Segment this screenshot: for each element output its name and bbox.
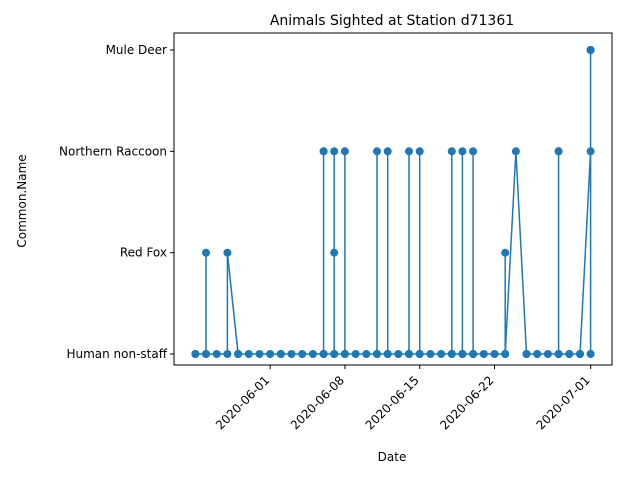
data-point	[415, 350, 424, 358]
y-tick-label: Mule Deer	[106, 43, 167, 57]
data-point	[458, 350, 467, 358]
data-point	[511, 147, 520, 156]
chart-title: Animals Sighted at Station d71361	[270, 13, 514, 29]
data-point	[426, 350, 435, 358]
axes	[173, 32, 613, 366]
data-point	[383, 350, 392, 358]
data-point	[373, 350, 381, 358]
data-point	[554, 350, 563, 358]
data-point	[340, 350, 349, 358]
x-axis-label: Date	[378, 450, 407, 464]
data-point	[330, 147, 339, 156]
data-point	[415, 147, 424, 156]
data-point	[287, 350, 296, 358]
y-tick-label: Red Fox	[120, 246, 167, 260]
data-point	[469, 350, 478, 358]
data-point	[223, 248, 232, 257]
data-point	[501, 350, 510, 358]
data-point	[586, 46, 595, 54]
data-point	[437, 350, 446, 358]
data-point	[586, 350, 595, 358]
data-point	[319, 350, 328, 358]
data-point	[234, 350, 243, 358]
data-point	[383, 147, 392, 156]
data-point	[554, 147, 563, 156]
data-point	[447, 147, 456, 156]
y-axis-label: Common.Name	[15, 154, 29, 247]
data-point	[362, 350, 371, 358]
data-point	[191, 350, 200, 358]
data-point	[479, 350, 488, 358]
data-point	[223, 350, 232, 358]
data-point	[351, 350, 360, 358]
data-point	[255, 350, 264, 358]
data-point	[373, 147, 381, 156]
data-point	[276, 350, 285, 358]
data-point	[330, 248, 339, 257]
data-point	[394, 350, 403, 358]
data-point	[298, 350, 307, 358]
y-tick-label: Northern Raccoon	[59, 144, 167, 158]
data-point	[244, 350, 253, 358]
data-point	[490, 350, 499, 358]
data-point	[533, 350, 542, 358]
data-point	[212, 350, 221, 358]
data-point	[308, 350, 317, 358]
plot-area	[191, 46, 595, 358]
plot-frame	[173, 32, 613, 366]
y-tick-label: Human non-staff	[66, 347, 167, 361]
data-point	[576, 350, 584, 358]
data-point	[405, 350, 413, 358]
data-point	[202, 248, 210, 257]
data-point	[266, 350, 275, 358]
data-point	[543, 350, 552, 358]
data-point	[501, 248, 510, 257]
data-point	[458, 147, 467, 156]
data-point	[586, 147, 595, 156]
data-point	[447, 350, 456, 358]
data-point	[202, 350, 210, 358]
data-point	[330, 350, 339, 358]
data-point	[522, 350, 531, 358]
y-axis-ticks: Human non-staff Red Fox Northern Raccoon Mu…	[59, 43, 174, 361]
data-point	[340, 147, 349, 156]
data-point	[319, 147, 328, 156]
data-point	[405, 147, 413, 156]
data-point	[565, 350, 574, 358]
data-point	[469, 147, 478, 156]
